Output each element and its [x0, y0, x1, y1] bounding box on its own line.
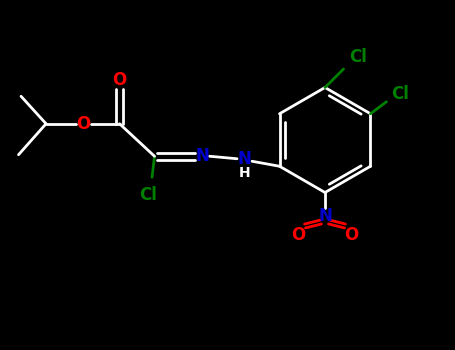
Text: N: N: [318, 207, 332, 225]
Text: N: N: [238, 150, 252, 168]
Text: O: O: [112, 71, 126, 89]
Text: O: O: [344, 226, 359, 244]
Text: Cl: Cl: [140, 186, 157, 204]
Text: O: O: [291, 226, 306, 244]
Text: H: H: [239, 166, 250, 180]
Text: O: O: [76, 115, 91, 133]
Text: Cl: Cl: [392, 85, 410, 103]
Text: N: N: [195, 147, 209, 165]
Text: Cl: Cl: [349, 49, 368, 66]
